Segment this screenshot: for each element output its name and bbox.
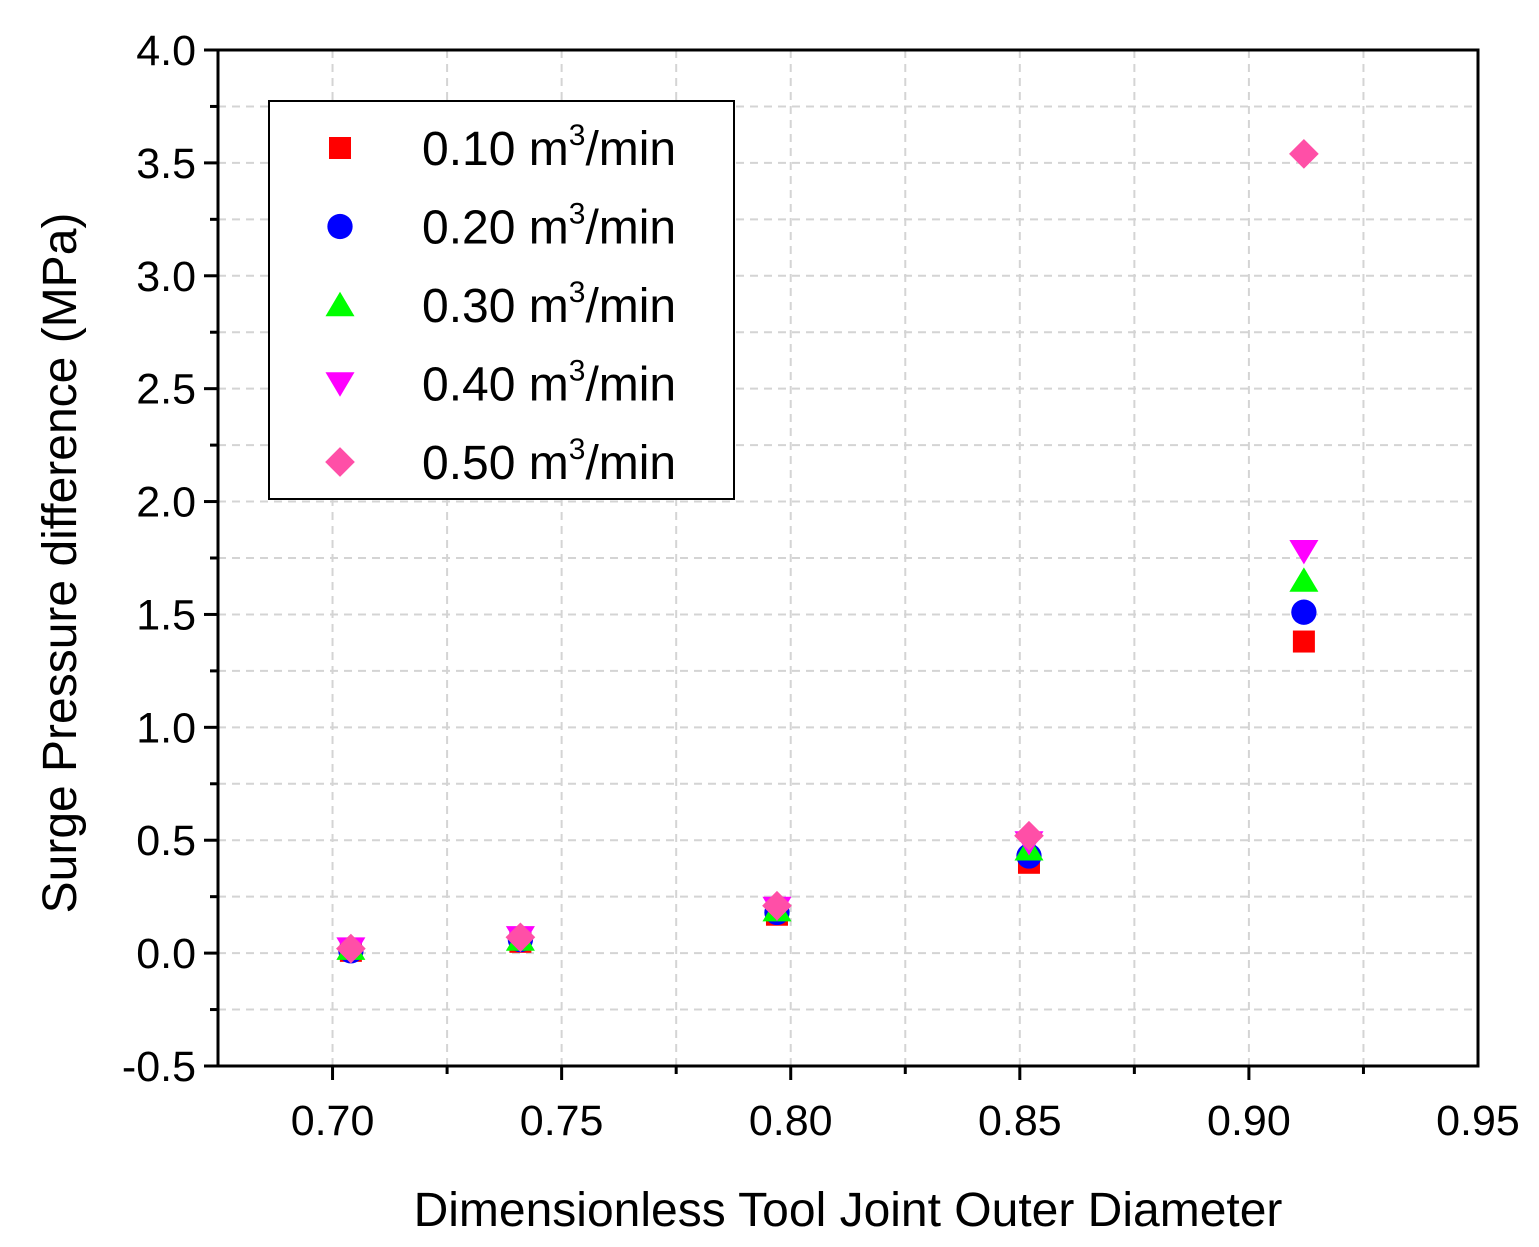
legend-label: 0.30 m3/min	[422, 276, 676, 333]
legend-box	[268, 100, 735, 500]
legend-marker	[325, 447, 355, 477]
y-tick-label: 3.0	[136, 253, 196, 301]
data-point	[1014, 820, 1044, 851]
y-tick-label: 1.5	[136, 591, 196, 639]
y-tick-label: 2.5	[136, 366, 196, 414]
y-tick-label: 4.0	[136, 27, 196, 75]
legend-marker	[327, 213, 353, 240]
legend-label: 0.10 m3/min	[422, 119, 676, 176]
legend-label: 0.40 m3/min	[422, 355, 676, 412]
y-axis-ticks: -0.5 0.0 0.5 1.0 1.5 2.0 2.5 3.0 3.5 4.0	[122, 27, 218, 1091]
x-axis-title: Dimensionless Tool Joint Outer Diameter	[414, 1184, 1283, 1237]
data-point	[505, 922, 536, 953]
y-tick-label: -0.5	[122, 1043, 196, 1091]
y-tick-label: 1.0	[136, 704, 196, 752]
data-point	[762, 890, 792, 921]
legend-marker	[325, 291, 355, 317]
x-tick-label: 0.90	[1207, 1097, 1291, 1145]
x-tick-label: 0.80	[749, 1097, 833, 1145]
x-tick-label: 0.95	[1436, 1097, 1520, 1145]
data-point	[1289, 139, 1319, 169]
legend-label: 0.20 m3/min	[422, 198, 676, 255]
x-tick-label: 0.75	[520, 1097, 604, 1145]
y-tick-label: 0.5	[136, 817, 196, 865]
data-point	[1289, 540, 1319, 565]
x-tick-label: 0.85	[978, 1097, 1062, 1145]
x-tick-label: 0.70	[291, 1097, 375, 1145]
data-point	[336, 933, 366, 964]
x-axis-ticks: 0.70 0.75 0.80 0.85 0.90 0.95	[291, 1066, 1520, 1145]
legend-marker	[329, 137, 351, 159]
data-point	[1292, 630, 1315, 653]
legend: 0.10 m3/min 0.20 m3/min 0.30 m3/min 0.40 m3…	[268, 100, 735, 500]
data-point	[1291, 599, 1317, 625]
data-points	[336, 139, 1319, 964]
legend-label: 0.50 m3/min	[422, 433, 676, 490]
legend-marker	[325, 372, 355, 397]
data-point	[1289, 567, 1319, 592]
y-axis-title: Surge Pressure difference (MPa)	[34, 213, 87, 914]
y-tick-label: 0.0	[136, 930, 196, 978]
y-tick-label: 3.5	[136, 140, 196, 188]
y-tick-label: 2.0	[136, 479, 196, 527]
